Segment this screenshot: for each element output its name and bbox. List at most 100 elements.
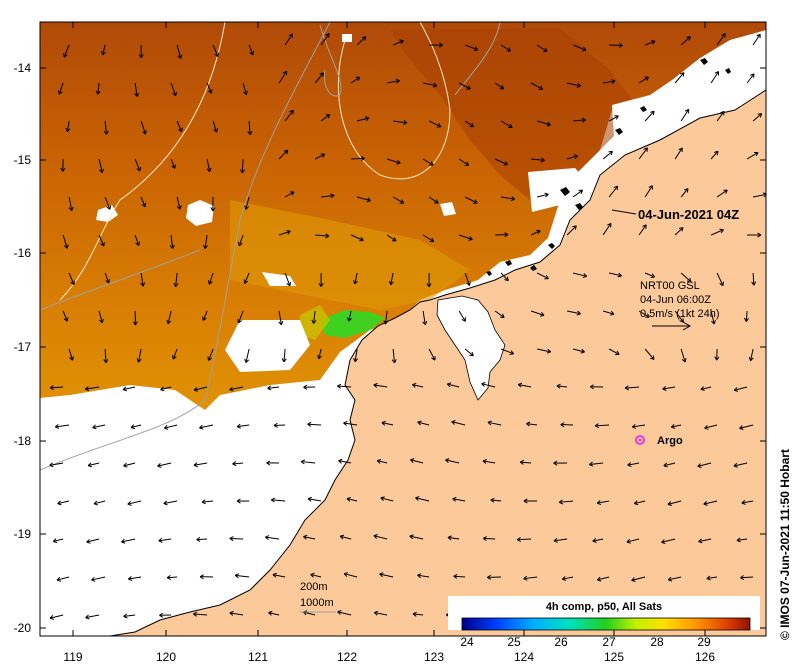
current-arrow xyxy=(123,462,136,468)
current-arrow xyxy=(703,500,718,506)
current-arrow xyxy=(494,310,505,319)
current-arrow xyxy=(596,576,610,582)
current-arrow xyxy=(422,158,434,166)
current-arrow xyxy=(572,44,587,52)
current-arrow xyxy=(206,158,212,173)
current-arrow xyxy=(278,229,291,236)
current-arrow xyxy=(490,497,502,503)
current-arrow xyxy=(739,424,754,431)
current-arrow xyxy=(741,499,754,505)
current-arrow xyxy=(500,272,509,282)
scale-arrow-icon xyxy=(652,321,692,331)
argo-label: Argo xyxy=(657,435,683,447)
current-arrow xyxy=(91,576,106,582)
current-arrow xyxy=(173,272,179,288)
current-arrow xyxy=(57,500,70,506)
current-arrow xyxy=(210,196,216,212)
land-mass xyxy=(100,90,766,636)
current-arrow xyxy=(516,537,532,542)
current-arrow xyxy=(412,382,424,388)
cloud-gap xyxy=(342,34,352,42)
current-arrow xyxy=(740,575,754,581)
current-arrow xyxy=(417,573,430,579)
current-arrow xyxy=(608,115,619,122)
current-arrow xyxy=(138,44,144,59)
current-arrow xyxy=(445,458,460,464)
current-arrow xyxy=(278,149,289,160)
current-source-label: NRT00 GSL xyxy=(640,280,700,292)
current-arrow xyxy=(318,272,324,287)
current-arrow xyxy=(500,120,513,129)
colorbar-title: 4h comp, p50, All Sats xyxy=(546,601,662,613)
current-arrow xyxy=(166,310,172,325)
current-arrow xyxy=(320,33,330,46)
y-axis-labels: -14 -15 -16 -17 -18 -19 -20 xyxy=(14,61,32,635)
cloud-gap xyxy=(612,30,766,150)
current-arrow xyxy=(247,120,253,136)
timestamp-leader xyxy=(611,209,637,215)
current-arrow xyxy=(103,348,109,364)
current-arrow xyxy=(203,234,208,249)
current-arrow xyxy=(680,348,687,363)
current-arrow xyxy=(315,233,330,239)
current-arrow xyxy=(267,385,280,391)
current-arrow xyxy=(136,348,142,363)
y-tick-label: -16 xyxy=(14,246,32,260)
current-arrow xyxy=(733,462,748,468)
y-tick-label: -19 xyxy=(14,527,32,541)
current-arrow xyxy=(101,44,106,56)
current-arrow xyxy=(98,158,104,173)
current-arrow xyxy=(716,33,726,46)
current-arrow xyxy=(566,82,582,88)
current-arrow xyxy=(572,348,585,354)
current-arrow xyxy=(87,462,100,468)
current-arrow xyxy=(229,610,244,616)
current-arrow xyxy=(373,382,388,388)
current-arrow xyxy=(482,459,496,464)
current-arrow xyxy=(193,462,208,468)
current-arrow xyxy=(206,82,213,94)
current-arrow xyxy=(698,538,712,544)
argo-float-icon xyxy=(635,435,645,445)
plot-frame xyxy=(39,21,767,637)
isobath-200m xyxy=(59,22,451,301)
current-arrow xyxy=(163,424,178,430)
current-arrow xyxy=(157,462,172,468)
current-arrow xyxy=(753,192,766,198)
current-arrow xyxy=(417,420,430,426)
current-arrow xyxy=(386,234,397,242)
current-arrow xyxy=(500,44,512,52)
current-arrow xyxy=(49,385,64,391)
current-arrow xyxy=(608,185,619,198)
current-arrow xyxy=(560,422,574,428)
current-arrow xyxy=(104,196,112,210)
current-arrow xyxy=(244,196,250,210)
current-arrow xyxy=(62,234,69,249)
current-arrow xyxy=(343,421,358,426)
current-arrow xyxy=(631,424,646,429)
isobath-1000m xyxy=(40,22,501,471)
current-arrow xyxy=(451,420,466,426)
current-arrow xyxy=(392,196,405,204)
current-arrow xyxy=(500,348,514,355)
current-arrow xyxy=(536,120,551,127)
current-arrow xyxy=(428,196,439,204)
x-tick-label: 120 xyxy=(156,650,176,664)
current-arrow xyxy=(63,44,70,58)
current-arrow xyxy=(176,196,182,210)
current-arrow xyxy=(353,272,358,285)
x-tick-label: 125 xyxy=(604,650,624,664)
current-arrow xyxy=(638,224,647,236)
current-arrow xyxy=(284,191,295,198)
current-arrow xyxy=(207,348,214,361)
current-arrow xyxy=(553,537,568,543)
current-arrow xyxy=(266,460,280,466)
current-arrow xyxy=(193,386,208,392)
current-arrow xyxy=(674,310,684,323)
current-arrow xyxy=(350,234,364,242)
x-tick-label: 121 xyxy=(248,650,268,664)
current-arrow xyxy=(426,272,432,288)
current-arrow xyxy=(373,610,388,616)
current-arrow xyxy=(273,422,286,428)
current-arrow xyxy=(602,222,612,236)
